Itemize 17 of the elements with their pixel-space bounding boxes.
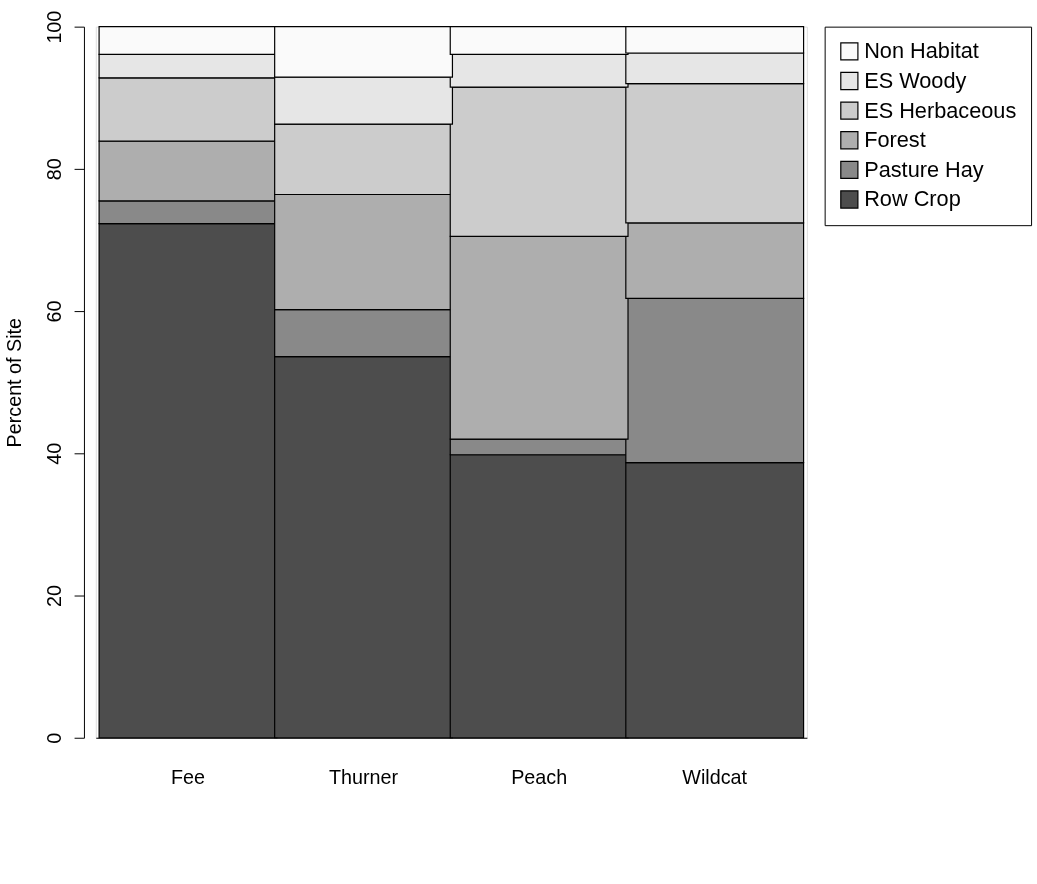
legend-label: ES Woody <box>864 67 967 93</box>
x-tick-label: Peach <box>511 765 568 788</box>
y-tick-label: 100 <box>42 10 65 44</box>
legend-label: Non Habitat <box>864 38 979 64</box>
y-tick-label: 60 <box>42 300 65 323</box>
legend-label: Row Crop <box>864 186 961 212</box>
y-tick-label: 20 <box>42 585 65 608</box>
x-tick-label: Fee <box>170 765 205 788</box>
y-tick-label: 0 <box>42 732 65 744</box>
y-tick-label: 80 <box>42 158 65 181</box>
legend-label: Pasture Hay <box>864 156 984 182</box>
x-tick-label: Wildcat <box>682 765 748 788</box>
legend-label: ES Herbaceous <box>864 97 1017 123</box>
y-tick-label: 40 <box>42 442 65 465</box>
y-axis-title: Percent of Site <box>3 317 26 448</box>
x-tick-label: Thurner <box>328 765 399 788</box>
legend-label: Forest <box>864 127 926 153</box>
